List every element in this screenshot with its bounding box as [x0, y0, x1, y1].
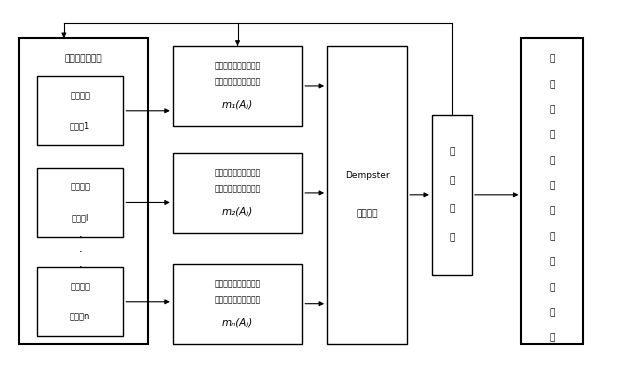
Text: 融合泛在网全域: 融合泛在网全域 [65, 55, 102, 64]
Bar [327, 46, 407, 344]
Text: 险: 险 [550, 283, 555, 292]
Text: 全: 全 [550, 232, 555, 241]
Text: 逻: 逻 [449, 205, 455, 214]
Text: 对融合泛在网安全风险: 对融合泛在网安全风险 [215, 62, 260, 71]
Text: 决: 决 [449, 147, 455, 156]
Text: 合成法则: 合成法则 [357, 209, 378, 219]
Text: 辑: 辑 [449, 233, 455, 242]
Text: 态: 态 [550, 308, 555, 317]
Bar [37, 168, 123, 237]
Text: 对融合泛在网安全风险: 对融合泛在网安全风险 [215, 168, 260, 178]
Text: 融: 融 [550, 55, 555, 64]
Text: 合: 合 [550, 80, 555, 89]
Text: 泛: 泛 [550, 105, 555, 115]
Text: 本地子域: 本地子域 [70, 91, 90, 100]
Text: 网: 网 [550, 156, 555, 165]
Text: 势: 势 [550, 333, 555, 343]
Bar [521, 38, 583, 344]
Text: m₁(Aⱼ): m₁(Aⱼ) [222, 99, 253, 109]
Text: 在: 在 [550, 131, 555, 140]
Text: 感知命题的可信度分配: 感知命题的可信度分配 [215, 185, 260, 194]
Text: 络: 络 [550, 181, 555, 191]
Text: 本地子域: 本地子域 [70, 282, 90, 291]
Text: 对融合泛在网安全风险: 对融合泛在网安全风险 [215, 279, 260, 288]
Text: 监控器n: 监控器n [70, 312, 91, 322]
Bar [173, 264, 302, 344]
Bar [19, 38, 148, 344]
Bar [173, 46, 302, 126]
Bar [432, 115, 472, 275]
Text: 感知命题的可信度分配: 感知命题的可信度分配 [215, 295, 260, 304]
Text: m₂(Aⱼ): m₂(Aⱼ) [222, 206, 253, 216]
Text: 风: 风 [550, 257, 555, 267]
Text: 监控器l: 监控器l [72, 213, 89, 222]
Bar [37, 76, 123, 145]
Text: 感知命题的可信度分配: 感知命题的可信度分配 [215, 78, 260, 87]
Text: mₙ(Aⱼ): mₙ(Aⱼ) [222, 317, 253, 327]
Text: 本地子域: 本地子域 [70, 183, 90, 192]
Bar [173, 153, 302, 233]
Bar [37, 267, 123, 336]
Text: ·
·
·: · · · [78, 231, 82, 274]
Text: Dempster: Dempster [345, 171, 389, 180]
Text: 策: 策 [449, 176, 455, 185]
Text: 监控器1: 监控器1 [70, 121, 90, 131]
Text: 安: 安 [550, 207, 555, 216]
